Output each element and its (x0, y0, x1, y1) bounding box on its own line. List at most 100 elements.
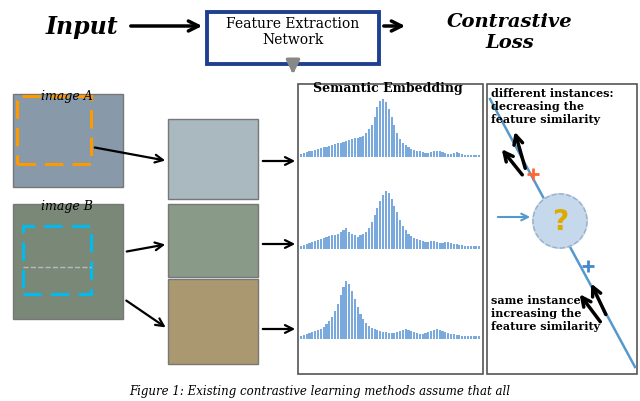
Bar (476, 336, 477, 339)
Bar (354, 139, 356, 158)
Bar (487, 85, 637, 374)
Bar (337, 304, 339, 339)
Bar (458, 335, 461, 339)
Text: image B: image B (41, 200, 93, 213)
Bar (311, 151, 314, 158)
Bar (345, 142, 348, 158)
Bar (365, 134, 367, 158)
Text: same instance:
increasing the
feature similarity: same instance: increasing the feature si… (491, 294, 600, 331)
Bar (323, 327, 324, 339)
Bar (382, 100, 384, 158)
Bar (371, 126, 373, 158)
Bar (351, 140, 353, 158)
Bar (334, 145, 336, 158)
Bar (472, 155, 475, 158)
Bar (433, 242, 435, 249)
Bar (476, 247, 477, 249)
Bar (433, 152, 435, 158)
Bar (424, 243, 426, 249)
Text: ?: ? (552, 207, 568, 235)
Bar (368, 326, 370, 339)
Bar (422, 334, 424, 339)
Bar (371, 328, 373, 339)
Text: Input: Input (45, 15, 118, 39)
Bar (478, 247, 480, 249)
Text: Contrastive
Loss: Contrastive Loss (447, 13, 573, 52)
Bar (317, 241, 319, 249)
Bar (461, 154, 463, 158)
Bar (447, 154, 449, 158)
Bar (314, 331, 316, 339)
Bar (379, 331, 381, 339)
Bar (464, 247, 466, 249)
Bar (430, 153, 432, 158)
Bar (331, 146, 333, 158)
Bar (450, 154, 452, 158)
Bar (340, 232, 342, 249)
Bar (376, 108, 378, 158)
Bar (348, 284, 350, 339)
Bar (419, 152, 421, 158)
Bar (368, 228, 370, 249)
Bar (379, 101, 381, 158)
Bar (308, 333, 310, 339)
Bar (456, 153, 458, 158)
Bar (328, 146, 330, 158)
Bar (308, 152, 310, 158)
Bar (442, 331, 444, 339)
Bar (452, 154, 455, 158)
Bar (342, 287, 344, 339)
Bar (300, 336, 302, 339)
Bar (461, 245, 463, 249)
Bar (422, 242, 424, 249)
Bar (300, 247, 302, 249)
Bar (351, 291, 353, 339)
Bar (438, 330, 441, 339)
Bar (314, 150, 316, 158)
Bar (470, 247, 472, 249)
Bar (422, 153, 424, 158)
Bar (17, 97, 91, 164)
Bar (360, 138, 362, 158)
Bar (374, 329, 376, 339)
Bar (461, 336, 463, 339)
Bar (323, 148, 324, 158)
Bar (416, 151, 418, 158)
Bar (444, 332, 446, 339)
Bar (334, 235, 336, 249)
FancyBboxPatch shape (207, 13, 379, 65)
Bar (362, 234, 364, 249)
Bar (320, 149, 322, 158)
Bar (345, 228, 348, 249)
Bar (342, 230, 344, 249)
Bar (303, 335, 305, 339)
Bar (396, 134, 398, 158)
Bar (456, 335, 458, 339)
Bar (379, 201, 381, 249)
Bar (424, 333, 426, 339)
Bar (382, 332, 384, 339)
Bar (376, 209, 378, 249)
Bar (394, 333, 396, 339)
Bar (399, 221, 401, 249)
Text: Semantic Embedding: Semantic Embedding (313, 82, 463, 95)
Bar (464, 336, 466, 339)
Bar (390, 333, 392, 339)
Bar (362, 319, 364, 339)
Bar (298, 85, 483, 374)
Bar (326, 238, 328, 249)
Bar (356, 138, 358, 158)
Bar (396, 332, 398, 339)
Bar (320, 240, 322, 249)
Bar (436, 329, 438, 339)
Bar (388, 109, 390, 158)
Bar (331, 236, 333, 249)
Bar (428, 243, 429, 249)
Bar (452, 245, 455, 249)
Bar (419, 241, 421, 249)
Text: Feature Extraction
Network: Feature Extraction Network (227, 17, 360, 47)
Bar (419, 334, 421, 339)
Bar (340, 143, 342, 158)
Circle shape (533, 194, 587, 248)
Bar (430, 331, 432, 339)
